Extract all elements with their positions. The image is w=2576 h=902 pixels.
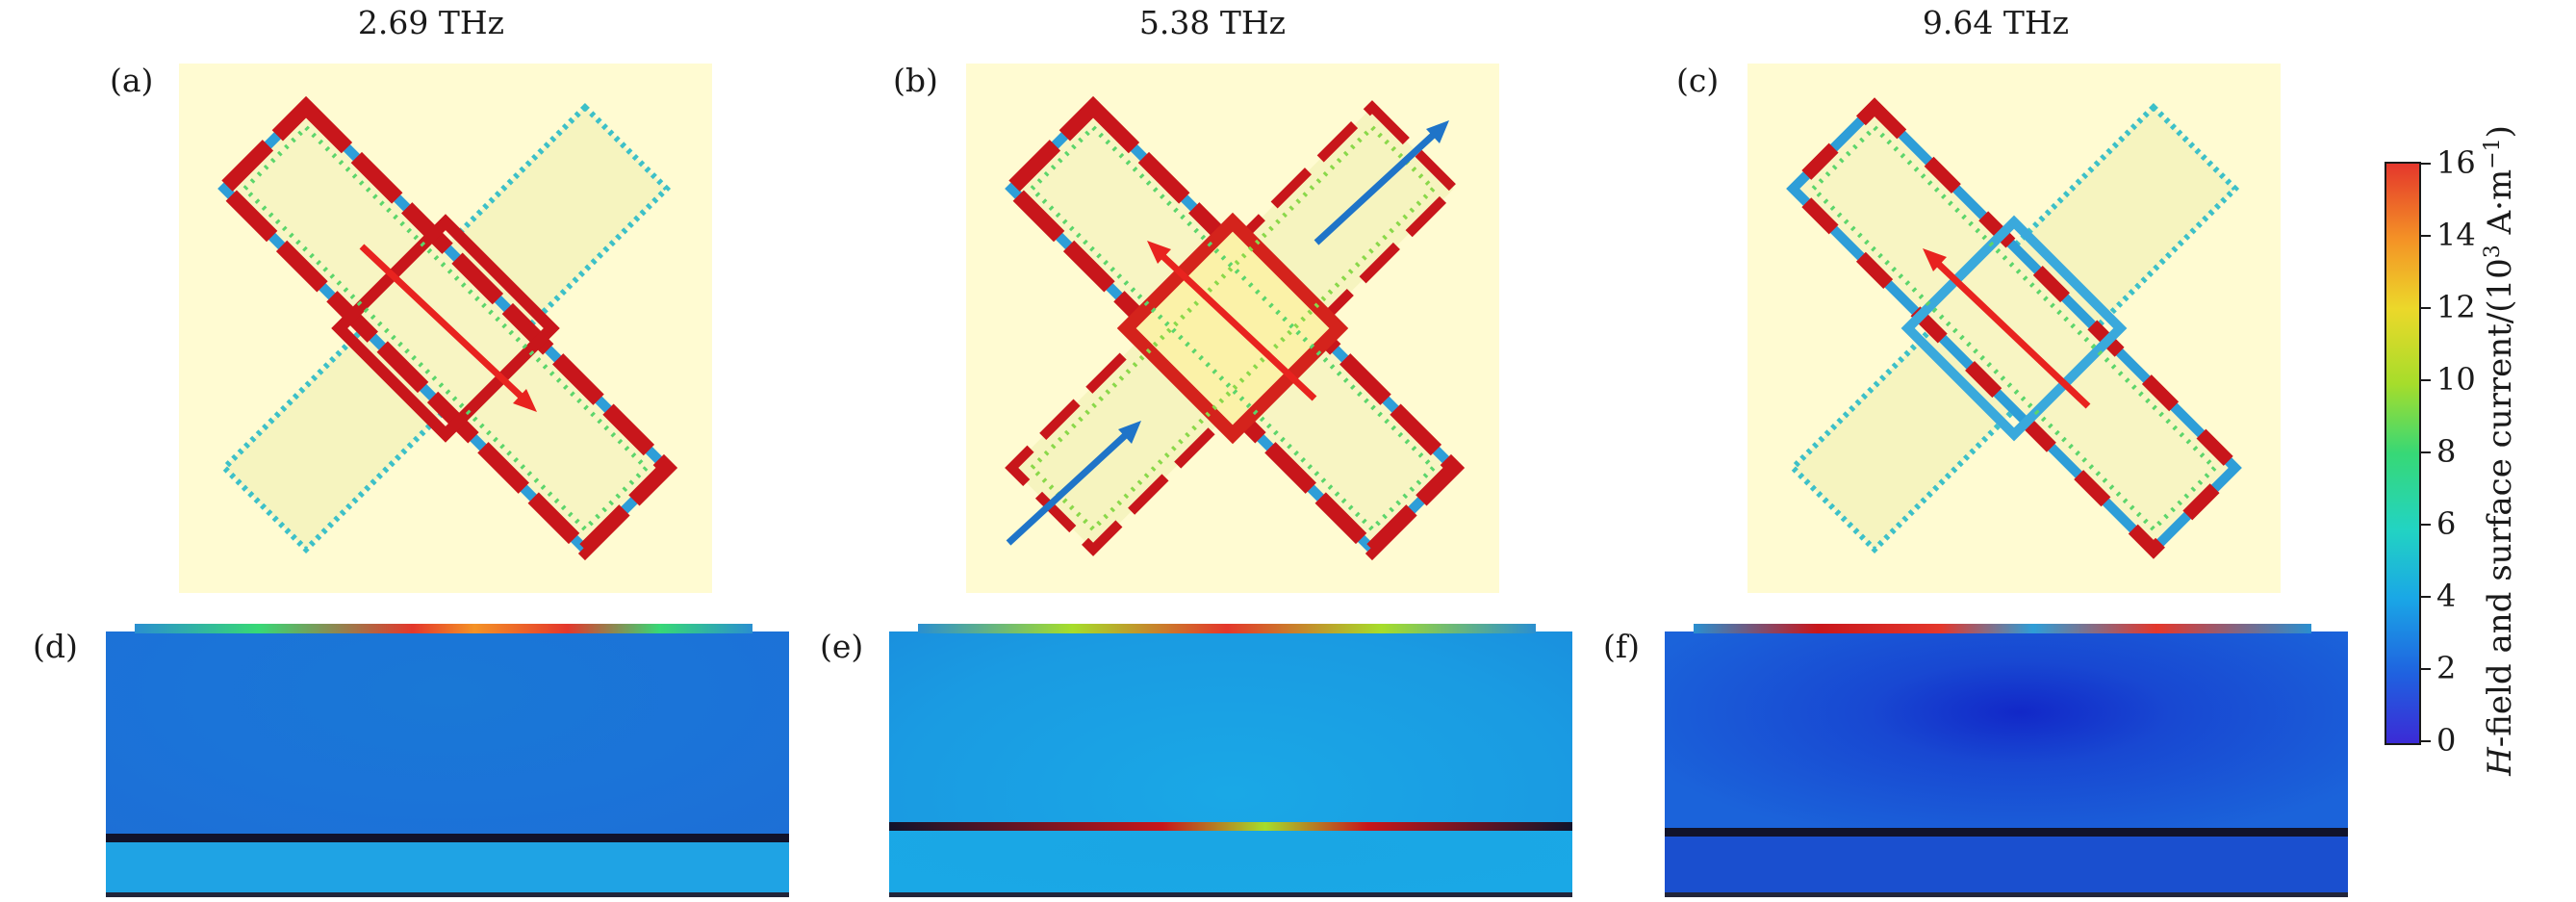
top-resonator-strip-d: [135, 624, 752, 633]
colorbar-tick-label: 10: [2436, 361, 2476, 398]
cross-resonator-c: [1783, 97, 2245, 559]
cross-section-e: [889, 624, 1572, 897]
colorbar-title-symbol: H: [2481, 747, 2520, 776]
ground-plane-d: [106, 892, 789, 897]
colorbar-title-close: ): [2481, 125, 2520, 139]
colorbar-tick-label: 8: [2436, 433, 2457, 470]
cross-resonator-a: [213, 95, 678, 561]
secondary-arrow-b-upper: [1314, 128, 1441, 245]
colorbar-tick-0: [2419, 740, 2431, 742]
colorbar-tick-label: 4: [2436, 578, 2457, 614]
colorbar-tick-label: 0: [2436, 722, 2457, 759]
current-arrowhead-b: [1147, 241, 1171, 264]
colorbar-title-exponent: 3: [2480, 245, 2505, 259]
panel-label-c: (c): [1676, 62, 1720, 99]
panel-label-a: (a): [110, 62, 154, 99]
top-resonator-strip-e: [918, 624, 1536, 633]
current-arrow-a: [359, 244, 528, 403]
center-overlap-c: [1900, 215, 2128, 442]
colorbar-tick-label: 16: [2436, 144, 2476, 181]
colorbar-tick-6: [2419, 524, 2431, 526]
current-arrow-c: [1931, 257, 2091, 409]
dielectric-interface-d: [106, 834, 789, 842]
cross-resonator-b: [1000, 95, 1466, 561]
dielectric-interface-e: [889, 822, 1572, 831]
secondary-arrow-b-lower: [1006, 428, 1133, 546]
current-arrowhead-a: [513, 389, 537, 412]
field-map-a: [179, 64, 712, 593]
current-arrow-b: [1156, 249, 1317, 401]
high-current-edge-c: [1783, 97, 2245, 559]
colorbar-title-text: -field and surface current/(10: [2481, 258, 2520, 748]
colorbar: [2385, 162, 2421, 745]
frequency-label-a: 2.69 THz: [357, 4, 505, 41]
panel-label-e: (e): [820, 628, 864, 665]
colorbar-tick-4: [2419, 596, 2431, 598]
colorbar-tick-label: 12: [2436, 289, 2476, 325]
cross-section-d: [106, 624, 789, 897]
current-arrowhead-c: [1923, 248, 1947, 271]
ground-plane-e: [889, 892, 1572, 897]
cross-section-f: [1665, 624, 2348, 897]
colorbar-tick-16: [2419, 163, 2431, 165]
dielectric-interface-f: [1665, 828, 2348, 837]
colorbar-tick-10: [2419, 379, 2431, 381]
colorbar-tick-12: [2419, 307, 2431, 309]
frequency-label-b: 5.38 THz: [1138, 4, 1287, 41]
colorbar-title-unit: A·m: [2481, 168, 2520, 245]
colorbar-tick-label: 6: [2436, 505, 2457, 542]
high-current-edge-a: [213, 95, 678, 561]
top-resonator-strip-f: [1694, 624, 2311, 633]
colorbar-tick-8: [2419, 451, 2431, 453]
field-map-c: [1747, 64, 2281, 593]
field-map-b: [966, 64, 1499, 593]
ground-plane-f: [1665, 892, 2348, 897]
colorbar-tick-label: 14: [2436, 217, 2476, 253]
colorbar-tick-label: 2: [2436, 650, 2457, 686]
panel-label-f: (f): [1603, 628, 1640, 665]
colorbar-tick-14: [2419, 235, 2431, 237]
panel-label-b: (b): [893, 62, 938, 99]
colorbar-title-unit-exponent: −1: [2480, 138, 2505, 169]
frequency-label-c: 9.64 THz: [1922, 4, 2070, 41]
colorbar-tick-2: [2419, 668, 2431, 670]
panel-label-d: (d): [33, 628, 78, 665]
